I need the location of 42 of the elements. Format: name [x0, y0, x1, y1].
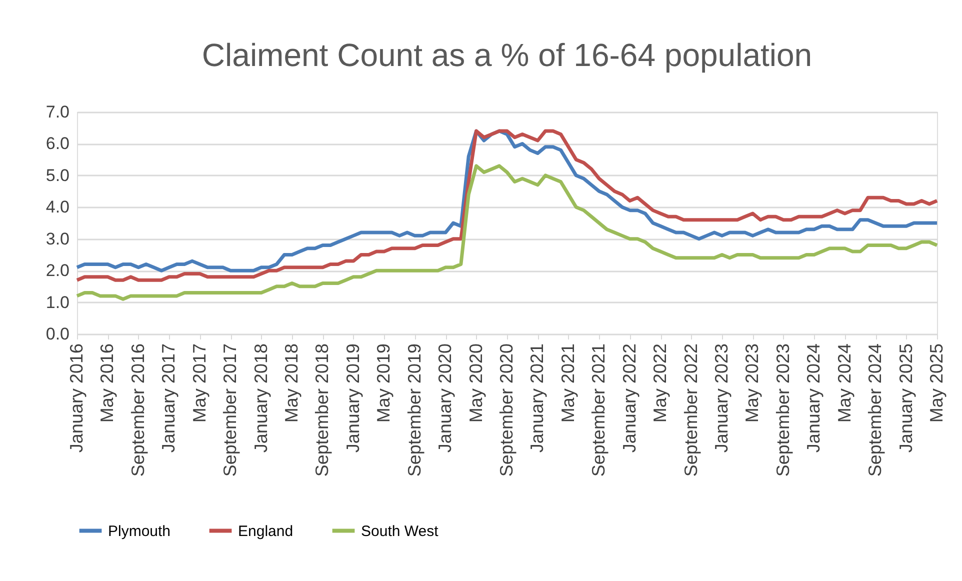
x-tick-label: September 2016: [128, 344, 148, 477]
x-tick-label: January 2017: [158, 344, 179, 453]
x-tick-label: September 2021: [588, 344, 609, 477]
x-tick-label: September 2022: [680, 344, 701, 477]
y-tick-label: 7.0: [46, 102, 70, 122]
x-tick-label: January 2016: [66, 344, 86, 453]
chart-title: Claiment Count as a % of 16-64 population: [202, 37, 812, 73]
x-tick-label: May 2017: [189, 344, 210, 423]
x-tick-label: May 2018: [282, 344, 302, 423]
x-tick-label: May 2022: [650, 344, 670, 423]
x-tick-label: September 2020: [496, 344, 516, 477]
y-tick-label: 2.0: [46, 261, 70, 280]
x-tick-label: May 2023: [742, 344, 762, 423]
x-tick-label: May 2021: [558, 344, 578, 423]
x-tick-label: May 2020: [466, 344, 486, 423]
x-tick-label: May 2025: [926, 344, 946, 423]
x-tick-label: September 2023: [772, 344, 793, 477]
x-tick-label: January 2023: [712, 344, 732, 453]
y-tick-label: 3.0: [46, 229, 70, 248]
x-tick-label: January 2025: [896, 344, 916, 453]
y-tick-label: 6.0: [46, 134, 70, 154]
x-tick-label: January 2019: [342, 344, 363, 453]
legend-label: England: [238, 522, 294, 540]
legend-label: South West: [361, 522, 440, 540]
x-tick-label: January 2020: [435, 344, 456, 453]
x-tick-label: September 2024: [865, 344, 886, 477]
y-tick-label: 5.0: [46, 166, 70, 185]
y-tick-label: 0.0: [46, 324, 70, 344]
x-tick-label: January 2018: [250, 344, 271, 453]
x-tick-label: January 2022: [619, 344, 640, 453]
x-tick-label: January 2021: [527, 344, 548, 453]
y-tick-label: 1.0: [46, 292, 70, 312]
x-tick-label: January 2024: [804, 344, 824, 453]
x-tick-label: September 2018: [312, 344, 332, 477]
x-tick-label: May 2024: [834, 344, 854, 423]
x-tick-label: September 2017: [220, 344, 240, 477]
y-tick-label: 4.0: [46, 198, 70, 217]
x-tick-label: May 2016: [97, 344, 118, 423]
x-tick-label: September 2019: [404, 344, 424, 477]
line-series: [75, 164, 939, 301]
legend-label: Plymouth: [108, 522, 171, 540]
x-tick-label: May 2019: [374, 344, 394, 423]
